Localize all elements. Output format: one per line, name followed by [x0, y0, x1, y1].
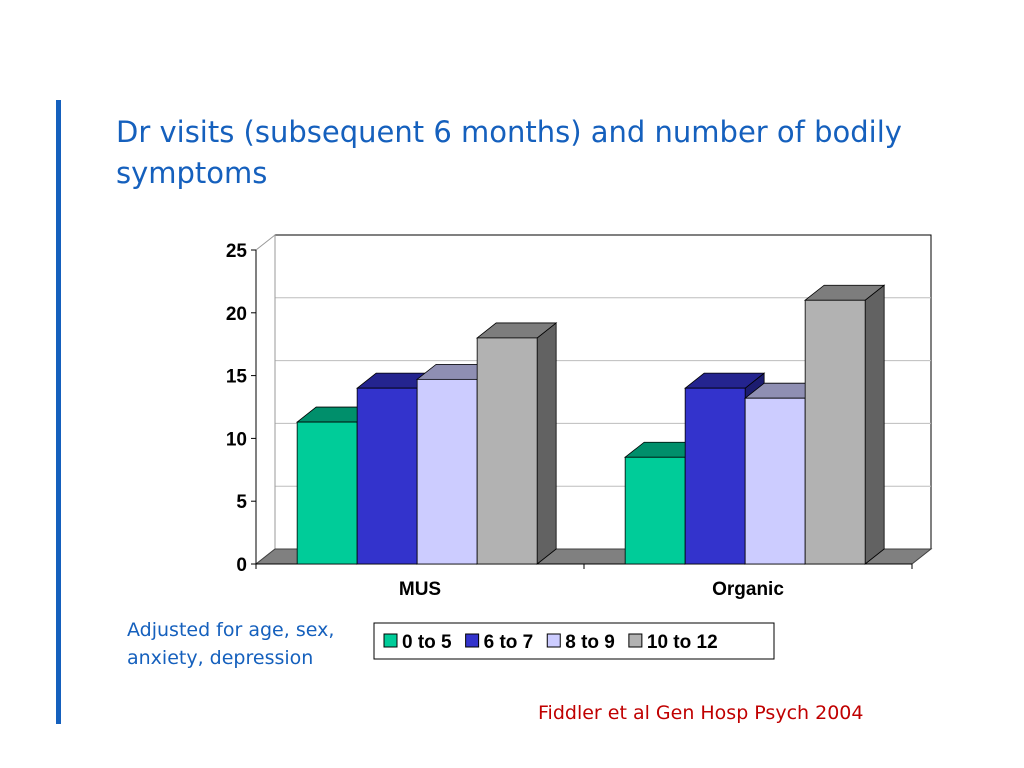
category-label: Organic — [712, 579, 784, 600]
y-tick-label: 25 — [226, 241, 248, 262]
y-tick-label: 20 — [226, 304, 247, 325]
legend-box — [373, 622, 775, 660]
legend-swatch — [546, 633, 561, 648]
bar-8-to-9-mus — [416, 378, 478, 565]
y-tick-label: 5 — [236, 492, 247, 513]
y-tick-label: 10 — [226, 429, 247, 450]
legend-swatch — [628, 633, 643, 648]
bar-10-to-12-organic — [804, 299, 866, 565]
citation: Fiddler et al Gen Hosp Psych 2004 — [538, 702, 864, 724]
legend-swatch — [465, 633, 480, 648]
legend-label: 6 to 7 — [484, 632, 534, 653]
legend-label: 10 to 12 — [647, 632, 718, 653]
adjustment-note: Adjusted for age, sex, anxiety, depressi… — [127, 619, 335, 669]
legend-swatch — [383, 633, 398, 648]
bar-6-to-7-organic — [684, 387, 746, 565]
bar-10-to-12-mus — [476, 337, 538, 565]
slide-title: Dr visits (subsequent 6 months) and numb… — [116, 115, 902, 190]
accent-bar — [56, 100, 61, 724]
bar-side — [536, 322, 557, 565]
category-label: MUS — [399, 579, 441, 600]
bar-0-to-5-organic — [624, 456, 686, 565]
y-tick-label: 15 — [226, 367, 248, 388]
legend-label: 0 to 5 — [402, 632, 452, 653]
chart-side-wall — [255, 233, 276, 566]
y-tick-label: 0 — [236, 555, 247, 576]
bar-6-to-7-mus — [356, 387, 418, 565]
bar-side — [864, 284, 885, 565]
legend-label: 8 to 9 — [565, 632, 615, 653]
bar-8-to-9-organic — [744, 397, 806, 565]
bar-0-to-5-mus — [296, 421, 358, 565]
